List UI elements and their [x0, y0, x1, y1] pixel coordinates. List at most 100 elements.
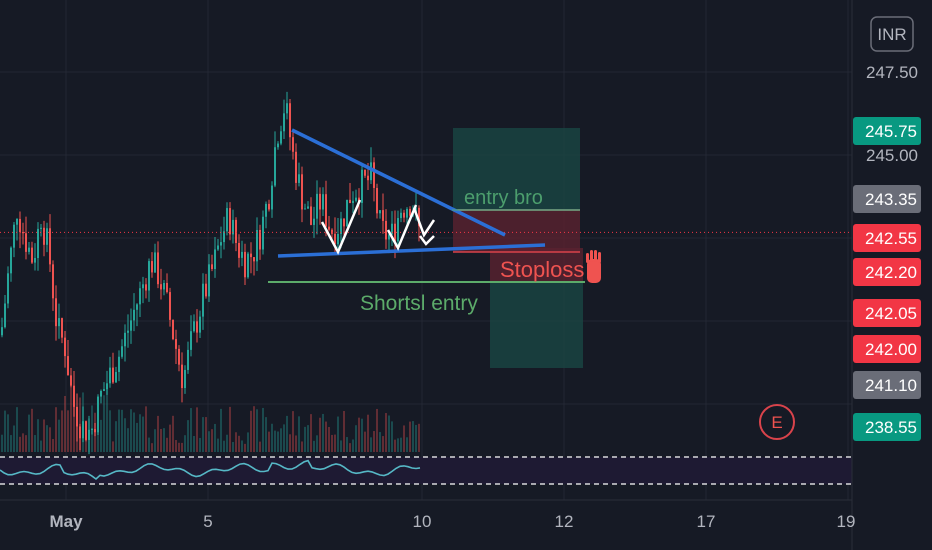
y-tick: 247.50	[866, 63, 918, 82]
volume-bar	[229, 406, 231, 452]
volume-bar	[358, 417, 360, 452]
volume-bar	[187, 420, 189, 452]
candle-body	[43, 227, 45, 245]
volume-bar	[127, 428, 129, 452]
price-badges: 245.75 243.35 242.55 242.20 242.05 242.00 241.…	[853, 117, 921, 441]
entry-label[interactable]: entry bro	[464, 187, 543, 209]
volume-bar	[385, 413, 387, 452]
lower-trendline[interactable]	[277, 243, 546, 258]
volume-bar	[280, 428, 282, 452]
candle-body	[7, 273, 9, 304]
short-entry-label[interactable]: Shortsl entry	[360, 292, 478, 315]
volume-bar	[142, 416, 144, 452]
stoploss-label[interactable]: Stoploss	[500, 257, 584, 282]
candle-body	[304, 208, 306, 210]
volume-bar	[301, 441, 303, 452]
zigzag-drawing-3[interactable]	[412, 207, 436, 238]
volume-bar	[64, 395, 66, 452]
volume-bar	[367, 414, 369, 452]
volume-bar	[289, 434, 291, 452]
candle-body	[244, 251, 246, 278]
volume-bar	[247, 432, 249, 452]
volume-bar	[154, 429, 156, 452]
volume-bar	[55, 407, 57, 452]
candle-body	[418, 207, 420, 227]
volume-bar	[322, 413, 324, 452]
candle-body	[214, 249, 216, 270]
volume-bar	[343, 410, 345, 452]
short-stop-zone[interactable]	[490, 248, 583, 282]
volume-bar	[361, 418, 363, 452]
candle-body	[409, 208, 411, 216]
candle-body	[202, 283, 204, 317]
volume-bar	[244, 443, 246, 452]
candle-body	[217, 245, 219, 250]
volume-bar	[118, 409, 120, 452]
volume-bar	[193, 436, 195, 452]
volume-bar	[400, 437, 402, 452]
candle-body	[367, 175, 369, 181]
volume-bar	[214, 423, 216, 452]
candlesticks	[1, 91, 420, 455]
volume-bar	[298, 416, 300, 452]
volume-bar	[139, 414, 141, 452]
volume-bar	[19, 436, 21, 452]
currency-button[interactable]	[870, 16, 914, 52]
volume-bar	[370, 437, 372, 452]
volume-bar	[28, 414, 30, 452]
volume-bar	[334, 434, 336, 452]
volume-bar	[373, 431, 375, 452]
volume-bar	[52, 438, 54, 452]
candle-body	[22, 232, 24, 234]
candle-body	[52, 264, 54, 299]
volume-bar	[208, 431, 210, 452]
volume-bar	[1, 434, 3, 452]
candle-body	[385, 220, 387, 240]
candle-body	[190, 331, 192, 350]
volume-bar	[175, 440, 177, 452]
candle-body	[394, 223, 396, 242]
candle-body	[172, 319, 174, 340]
long-target-zone[interactable]	[453, 128, 580, 210]
candle-body	[283, 113, 285, 132]
volume-bar	[172, 415, 174, 452]
short-target-zone[interactable]	[490, 282, 583, 368]
candle-body	[232, 219, 234, 235]
price-badge	[853, 258, 921, 286]
candle-body	[25, 233, 27, 252]
rsi-line	[0, 459, 421, 481]
candle-body	[193, 321, 195, 332]
candle-body	[319, 193, 321, 210]
candle-body	[265, 203, 267, 217]
candle-body	[154, 252, 156, 273]
volume-bar	[205, 417, 207, 452]
rsi-panel[interactable]	[0, 457, 852, 484]
volume-bar	[163, 428, 165, 452]
volume-bar	[355, 425, 357, 452]
volume-bar	[13, 425, 15, 452]
volume-bar	[310, 414, 312, 452]
volume-bar	[181, 442, 183, 452]
volume-bar	[415, 424, 417, 452]
y-axis[interactable]: INR 247.50 245.00 245.75 243.35 242.55 242.…	[853, 16, 921, 441]
candle-body	[376, 187, 378, 214]
volume-bar	[109, 410, 111, 452]
candle-body	[223, 231, 225, 243]
candle-body	[349, 199, 351, 203]
candle-body	[112, 367, 114, 383]
upper-trendline[interactable]	[291, 128, 506, 237]
volume-bar	[316, 435, 318, 452]
candle-body	[238, 242, 240, 258]
price-badge	[853, 335, 921, 363]
volume-bar	[49, 427, 51, 452]
earnings-event-icon[interactable]	[759, 404, 795, 440]
candle-body	[364, 169, 366, 176]
x-axis[interactable]: May 5 10 12 17 19	[49, 512, 855, 531]
candle-body	[166, 282, 168, 293]
zigzag-drawing-2[interactable]	[386, 204, 418, 251]
volume-bar	[286, 415, 288, 452]
volume-bar	[103, 395, 105, 452]
zigzag-drawing-1[interactable]	[320, 199, 362, 255]
